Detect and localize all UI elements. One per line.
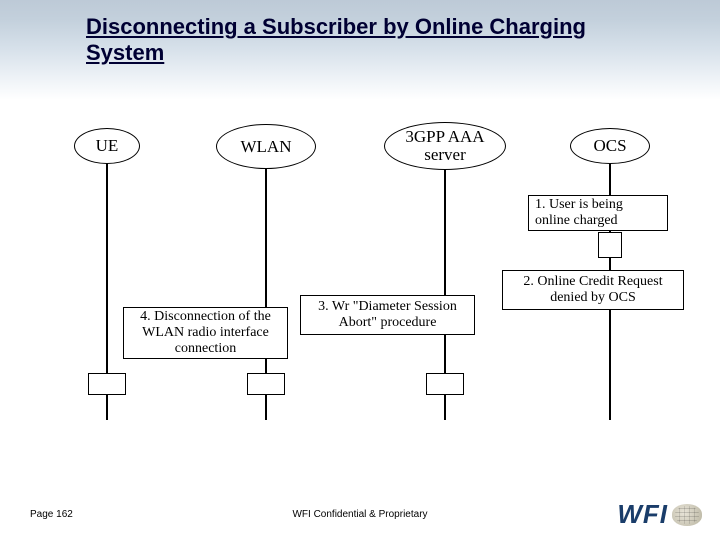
actor-label: UE (96, 137, 119, 155)
actor-wlan: WLAN (216, 124, 316, 169)
note-text: 3. Wr "Diameter Session Abort" procedure (307, 299, 468, 331)
logo-text: WFI (617, 499, 668, 530)
activation-ocs (598, 232, 622, 258)
note-text: 2. Online Credit Request denied by OCS (509, 274, 677, 306)
activation-ue (88, 373, 126, 395)
page-number: Page 162 (30, 509, 73, 520)
actor-label: OCS (593, 137, 626, 155)
wfi-logo: WFI (617, 499, 702, 530)
actor-label: 3GPP AAA server (385, 128, 505, 164)
actor-label: WLAN (241, 138, 292, 156)
note-3: 3. Wr "Diameter Session Abort" procedure (300, 295, 475, 335)
actor-ocs: OCS (570, 128, 650, 164)
actor-ue: UE (74, 128, 140, 164)
slide-title: Disconnecting a Subscriber by Online Cha… (86, 14, 646, 67)
note-1: 1. User is being online charged (528, 195, 668, 231)
activation-wlan (247, 373, 285, 395)
note-2: 2. Online Credit Request denied by OCS (502, 270, 684, 310)
note-4: 4. Disconnection of the WLAN radio inter… (123, 307, 288, 359)
note-text: 4. Disconnection of the WLAN radio inter… (130, 309, 281, 357)
actor-aaa: 3GPP AAA server (384, 122, 506, 170)
note-text: 1. User is being online charged (535, 197, 661, 229)
footer-confidential: WFI Confidential & Proprietary (292, 509, 427, 520)
globe-icon (672, 504, 702, 526)
activation-aaa (426, 373, 464, 395)
